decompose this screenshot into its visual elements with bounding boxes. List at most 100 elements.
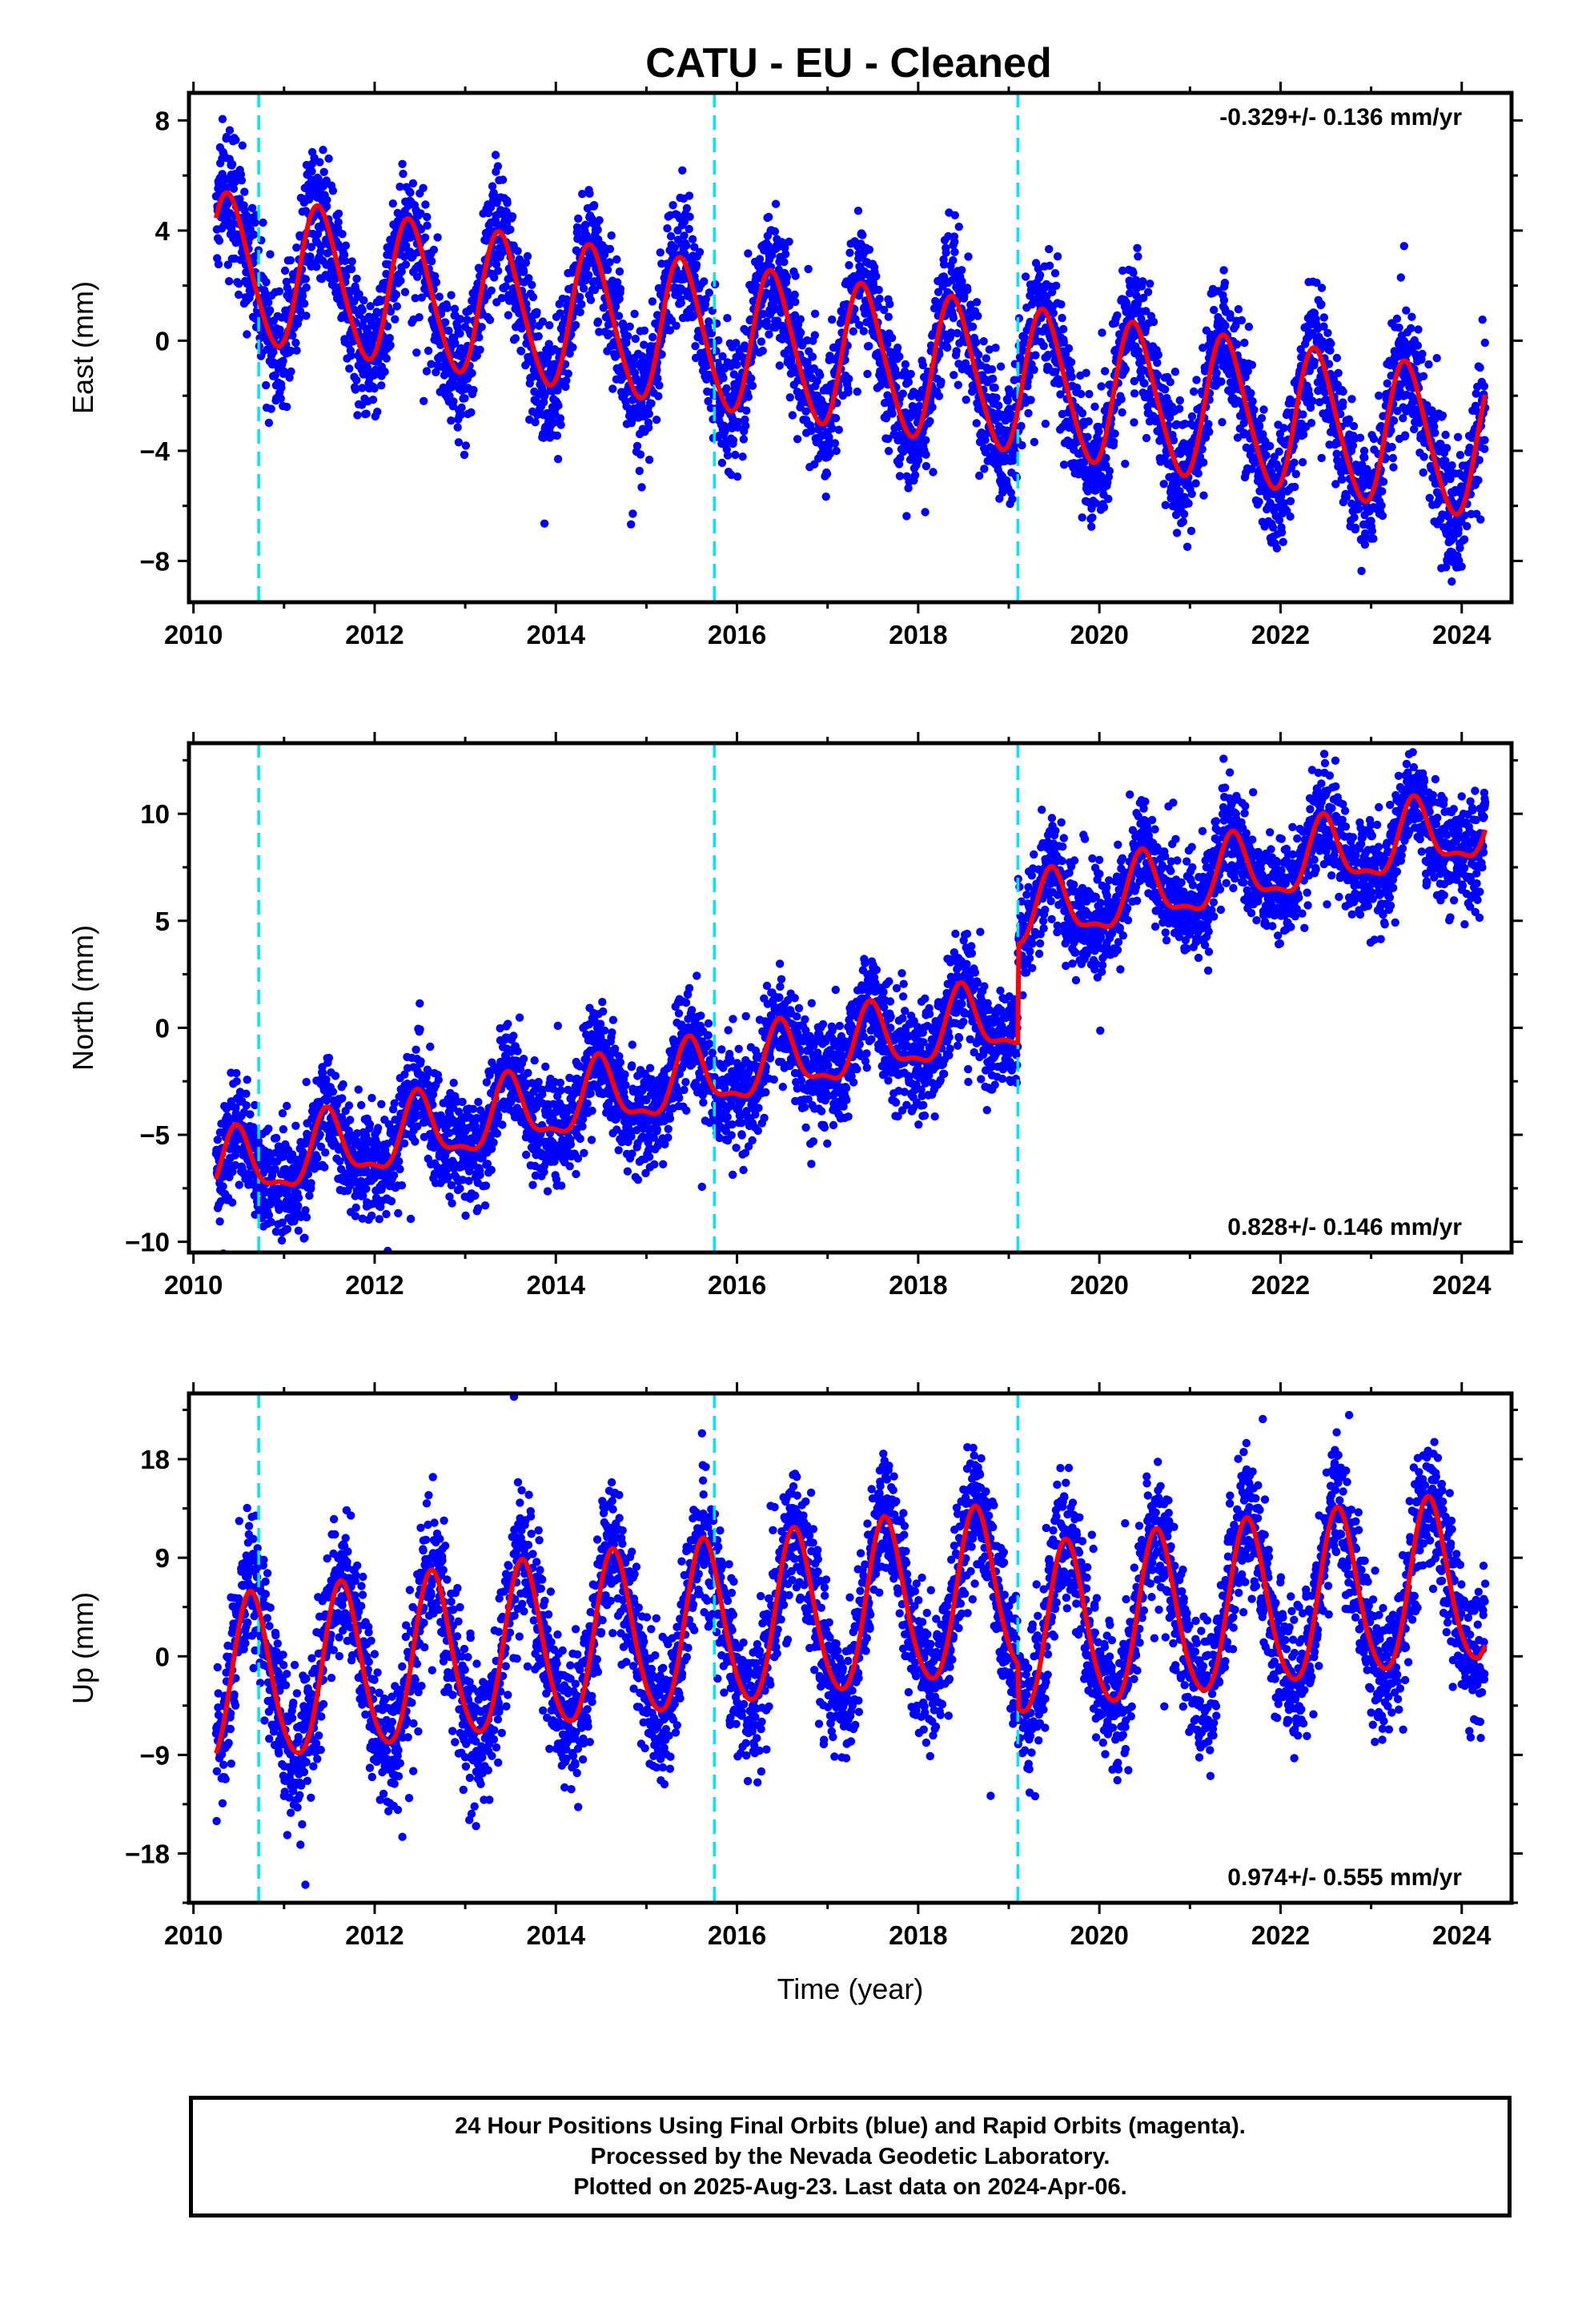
east-point bbox=[1357, 566, 1366, 576]
east-point bbox=[552, 431, 562, 440]
east-point bbox=[380, 368, 389, 376]
east-point bbox=[1178, 517, 1188, 526]
east-point bbox=[271, 371, 279, 380]
east-point bbox=[400, 287, 410, 296]
east-point bbox=[949, 313, 958, 323]
east-point bbox=[1210, 305, 1219, 315]
east-point bbox=[1234, 305, 1243, 314]
east-point bbox=[302, 312, 311, 320]
east-point bbox=[644, 409, 653, 418]
east-point bbox=[611, 302, 620, 312]
east-point bbox=[302, 283, 311, 292]
east-point bbox=[1191, 479, 1200, 488]
east-point bbox=[968, 322, 978, 332]
east-point bbox=[1018, 440, 1026, 450]
east-point bbox=[549, 418, 559, 427]
east-point bbox=[1312, 278, 1321, 287]
east-point bbox=[656, 248, 665, 257]
east-point bbox=[251, 252, 259, 261]
east-point bbox=[1102, 453, 1110, 463]
east-point bbox=[477, 323, 486, 332]
east-point bbox=[1387, 443, 1396, 452]
east-point bbox=[1348, 441, 1358, 450]
east-point bbox=[992, 393, 1001, 402]
east-point bbox=[269, 348, 278, 356]
east-point bbox=[1323, 328, 1332, 337]
east-xtick-label: 2022 bbox=[1251, 620, 1310, 649]
east-point bbox=[1388, 453, 1398, 463]
east-point bbox=[423, 212, 432, 222]
east-point bbox=[339, 251, 349, 259]
east-point bbox=[556, 414, 565, 423]
east-point bbox=[1432, 354, 1441, 363]
east-point bbox=[816, 371, 825, 380]
east-point bbox=[1413, 341, 1423, 350]
east-point bbox=[821, 493, 830, 501]
east-point bbox=[1080, 457, 1089, 467]
east-point bbox=[1247, 388, 1255, 398]
east-point bbox=[865, 245, 874, 254]
east-point bbox=[771, 323, 780, 332]
east-point bbox=[461, 441, 471, 450]
east-point bbox=[1199, 491, 1208, 500]
east-point bbox=[1342, 493, 1351, 501]
east-point bbox=[1410, 424, 1419, 434]
east-point bbox=[1319, 322, 1328, 331]
east-point bbox=[844, 388, 853, 396]
east-point bbox=[1045, 244, 1054, 254]
east-point bbox=[1359, 446, 1369, 456]
east-point bbox=[1414, 325, 1423, 334]
east-point bbox=[655, 381, 664, 390]
east-point bbox=[608, 384, 617, 393]
east-point bbox=[1090, 402, 1099, 411]
east-point bbox=[266, 250, 275, 259]
east-point bbox=[275, 287, 284, 296]
east-point bbox=[1187, 412, 1197, 421]
east-point bbox=[347, 264, 356, 274]
east-point bbox=[1130, 376, 1139, 386]
east-point bbox=[808, 352, 817, 361]
panel-east: 2010 2012 2014 2016 2018 2020 2022 2024−8−4048E… bbox=[66, 82, 1523, 649]
east-point bbox=[1064, 344, 1074, 353]
east-point bbox=[572, 223, 582, 231]
east-point bbox=[1333, 456, 1342, 464]
east-point bbox=[595, 328, 604, 336]
east-point bbox=[1134, 252, 1142, 261]
east-point bbox=[1290, 458, 1299, 467]
east-point bbox=[979, 337, 988, 346]
east-point bbox=[688, 235, 697, 243]
east-point bbox=[352, 274, 361, 283]
east-point bbox=[670, 243, 679, 252]
east-point bbox=[1084, 417, 1094, 426]
east-point bbox=[752, 282, 761, 291]
east-point bbox=[1354, 505, 1363, 513]
east-point bbox=[238, 141, 247, 150]
east-point bbox=[460, 394, 469, 403]
east-point bbox=[432, 278, 441, 287]
east-point bbox=[251, 218, 259, 227]
east-point bbox=[1049, 308, 1058, 318]
east-point bbox=[1334, 368, 1343, 377]
east-point bbox=[1480, 382, 1489, 391]
east-point bbox=[1351, 523, 1360, 533]
east-point bbox=[1247, 464, 1256, 473]
east-point bbox=[845, 248, 854, 257]
east-point bbox=[831, 414, 841, 423]
east-point bbox=[849, 327, 858, 336]
east-point bbox=[1456, 544, 1464, 553]
east-point bbox=[1117, 395, 1126, 404]
east-point bbox=[729, 436, 738, 444]
east-point bbox=[447, 291, 456, 300]
east-point bbox=[613, 278, 622, 287]
east-point bbox=[996, 362, 1006, 371]
east-point bbox=[974, 312, 982, 320]
east-point bbox=[828, 424, 837, 433]
east-point bbox=[467, 408, 476, 417]
east-point bbox=[1058, 313, 1066, 323]
east-point bbox=[810, 331, 819, 340]
east-point bbox=[1291, 482, 1299, 492]
east-point bbox=[456, 315, 465, 324]
east-point bbox=[582, 263, 591, 272]
east-point bbox=[421, 200, 430, 209]
east-point bbox=[1051, 368, 1060, 376]
